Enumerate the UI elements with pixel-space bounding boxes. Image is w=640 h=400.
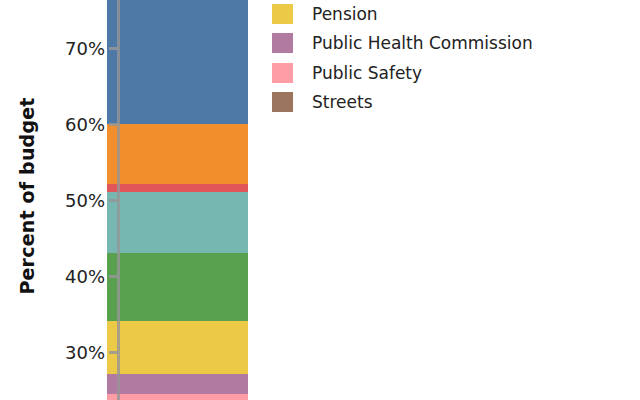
legend-item: Public Health Commission [272, 33, 533, 53]
y-tick-mark [109, 47, 118, 50]
legend-swatch-icon [272, 33, 293, 53]
legend-item-label: Public Safety [312, 63, 422, 83]
legend-item-label: Public Health Commission [312, 33, 533, 53]
bar-segment-red [107, 184, 248, 192]
legend: Pension Public Health Commission Public Sa… [272, 4, 533, 112]
y-tick-label: 50% [35, 190, 105, 212]
bar-segment-public-health-commission [107, 374, 248, 394]
y-tick-mark [109, 123, 118, 126]
y-tick-label: 70% [35, 38, 105, 60]
bar-segment-green [107, 253, 248, 321]
legend-item: Public Safety [272, 63, 533, 83]
stacked-bar [107, 0, 248, 400]
y-tick-mark [109, 351, 118, 354]
legend-swatch-icon [272, 4, 293, 24]
legend-item: Pension [272, 4, 533, 24]
bar-segment-public-safety [107, 394, 248, 400]
chart-figure: Percent of budget 70%60%50%40%30% Pensio… [0, 0, 640, 400]
y-tick-label: 60% [35, 114, 105, 136]
legend-item-label: Streets [312, 92, 373, 112]
y-tick-label: 30% [35, 342, 105, 364]
legend-item: Streets [272, 92, 533, 112]
y-tick-mark [109, 199, 118, 202]
bar-segment-pension [107, 321, 248, 374]
y-tick-mark [109, 275, 118, 278]
legend-swatch-icon [272, 92, 293, 112]
legend-swatch-icon [272, 63, 293, 83]
bar-segment-teal [107, 192, 248, 253]
legend-item-label: Pension [312, 4, 378, 24]
bar-segment-blue [107, 0, 248, 124]
y-tick-label: 40% [35, 266, 105, 288]
bar-segment-orange [107, 124, 248, 184]
